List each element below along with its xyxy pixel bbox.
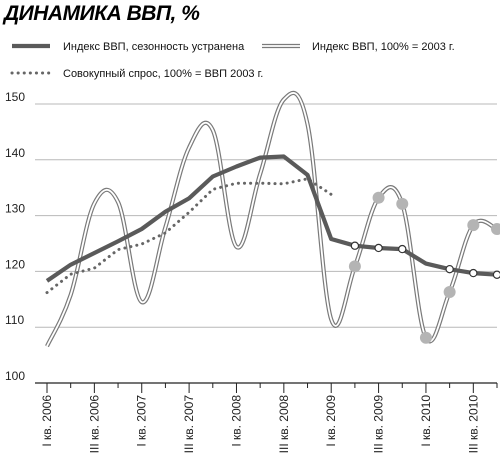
- point-gdp-sa: [492, 270, 500, 279]
- legend-label-demand: Совокупный спрос, 100% = ВВП 2003 г.: [63, 68, 263, 80]
- point-gdp-2003: [372, 191, 385, 204]
- x-tick-label: I кв. 2006: [40, 395, 54, 447]
- y-tick-label: 120: [5, 257, 25, 271]
- x-tick-label: I кв. 2010: [419, 395, 433, 447]
- y-tick-label: 110: [5, 313, 24, 327]
- y-tick-label: 100: [5, 369, 25, 383]
- x-tick-label: I кв. 2007: [135, 395, 149, 447]
- point-gdp-2003: [467, 219, 480, 232]
- series-layer: [45, 90, 500, 348]
- x-tick-label: III кв. 2006: [87, 395, 101, 454]
- point-gdp-sa: [350, 241, 360, 250]
- point-gdp-sa: [374, 243, 383, 253]
- series-demand-line: [45, 177, 333, 295]
- point-gdp-2003: [491, 222, 500, 235]
- series-gdp-sa-line: [45, 154, 498, 283]
- axes: 100 110 120 130 140 150 I кв. 2006 III кв. 2006…: [5, 90, 498, 454]
- x-tick-label: III кв. 2010: [466, 395, 480, 454]
- x-tick-label: III кв. 2007: [182, 395, 196, 454]
- x-tick-label: III кв. 2008: [277, 395, 291, 454]
- legend-label-gdp-2003: Индекс ВВП, 100% = 2003 г.: [312, 41, 455, 53]
- y-tick-label: 140: [5, 146, 25, 160]
- y-tick-label: 130: [5, 202, 25, 216]
- point-gdp-2003: [419, 331, 432, 344]
- x-tick-label: I кв. 2009: [324, 395, 338, 447]
- point-gdp-2003: [396, 197, 409, 210]
- point-gdp-2003: [443, 286, 456, 299]
- point-gdp-sa: [398, 244, 407, 254]
- legend: Индекс ВВП, сезонность устранена Индекс В…: [10, 41, 455, 80]
- point-gdp-2003: [348, 260, 361, 273]
- chart-title: ДИНАМИКА ВВП, %: [4, 2, 200, 25]
- point-gdp-sa: [445, 264, 454, 274]
- x-tick-label: III кв. 2009: [372, 395, 386, 454]
- x-tick-label: I кв. 2008: [229, 395, 243, 447]
- series-gdp-2003-line: [46, 92, 498, 347]
- point-gdp-sa: [469, 268, 478, 278]
- legend-label-gdp-sa: Индекс ВВП, сезонность устранена: [63, 41, 245, 53]
- y-tick-label: 150: [5, 90, 25, 104]
